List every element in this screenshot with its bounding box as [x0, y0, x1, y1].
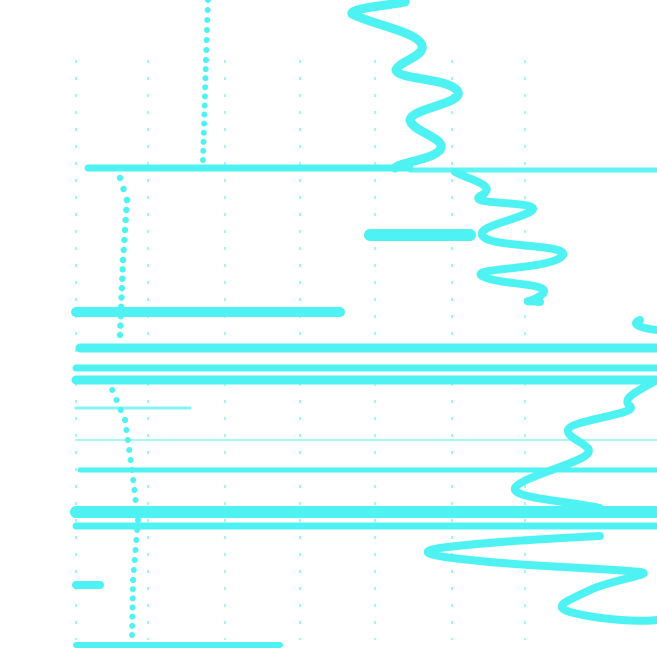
trail-dot [129, 613, 136, 620]
wave [451, 168, 568, 306]
trail-dot [203, 57, 209, 63]
trail-dot [119, 256, 127, 264]
trail-dot [201, 111, 208, 118]
trail-dot [200, 157, 206, 163]
trail-dot [135, 517, 141, 523]
trail-dot [123, 206, 130, 214]
trail-dot [119, 275, 126, 282]
wave [511, 376, 657, 512]
trail-dot [130, 567, 137, 573]
trail-dot [133, 537, 140, 543]
trail-dot [200, 138, 207, 145]
trail-dot [130, 477, 137, 483]
trail-dot [116, 174, 124, 182]
trail-dot [132, 547, 139, 553]
trail-dot [120, 185, 127, 193]
trail-dot [202, 75, 209, 82]
trail-dot [129, 632, 135, 638]
trail-dot [123, 196, 131, 204]
trail-dot [126, 447, 133, 453]
trail-dot [116, 331, 124, 339]
trail-dot [119, 266, 126, 273]
trail-dot [202, 66, 209, 73]
trail-dot [118, 284, 126, 292]
trail-dot [203, 37, 210, 43]
trail-dot [129, 622, 136, 629]
trail-dot [204, 7, 211, 13]
trail-dot [132, 497, 139, 503]
trail-dot [118, 294, 125, 301]
trail-dot [203, 47, 210, 53]
trail-dot [113, 397, 120, 403]
trail-dot [205, 0, 211, 3]
trail-dot [200, 147, 207, 154]
wave [423, 532, 657, 625]
trail-dot [201, 102, 208, 109]
trail-dot [122, 216, 129, 224]
trail-dot [131, 557, 138, 563]
trail-dot [129, 586, 136, 593]
trail-dot [127, 457, 134, 463]
wave [632, 316, 657, 334]
horizontal-bands [70, 164, 657, 648]
trail-dot [204, 17, 211, 23]
trail-dot [122, 417, 128, 423]
trail-dot [123, 427, 130, 433]
trail-dot [121, 236, 128, 244]
trail-dot [109, 387, 116, 393]
trail-dot [131, 487, 138, 493]
trail-dot [120, 246, 127, 254]
trail-dot [204, 27, 210, 33]
trail-dot [129, 595, 136, 602]
trail-dot [201, 120, 208, 127]
wave [347, 0, 463, 173]
trail-dot [130, 577, 136, 583]
trail-dot [117, 322, 124, 329]
dotted-trails [105, 0, 211, 638]
trail-dot [129, 604, 136, 611]
trail-dot [201, 93, 208, 100]
trail-dot [202, 84, 209, 91]
wavy-traces [347, 0, 657, 625]
trail-dot [121, 226, 129, 234]
trail-dot [200, 129, 207, 136]
